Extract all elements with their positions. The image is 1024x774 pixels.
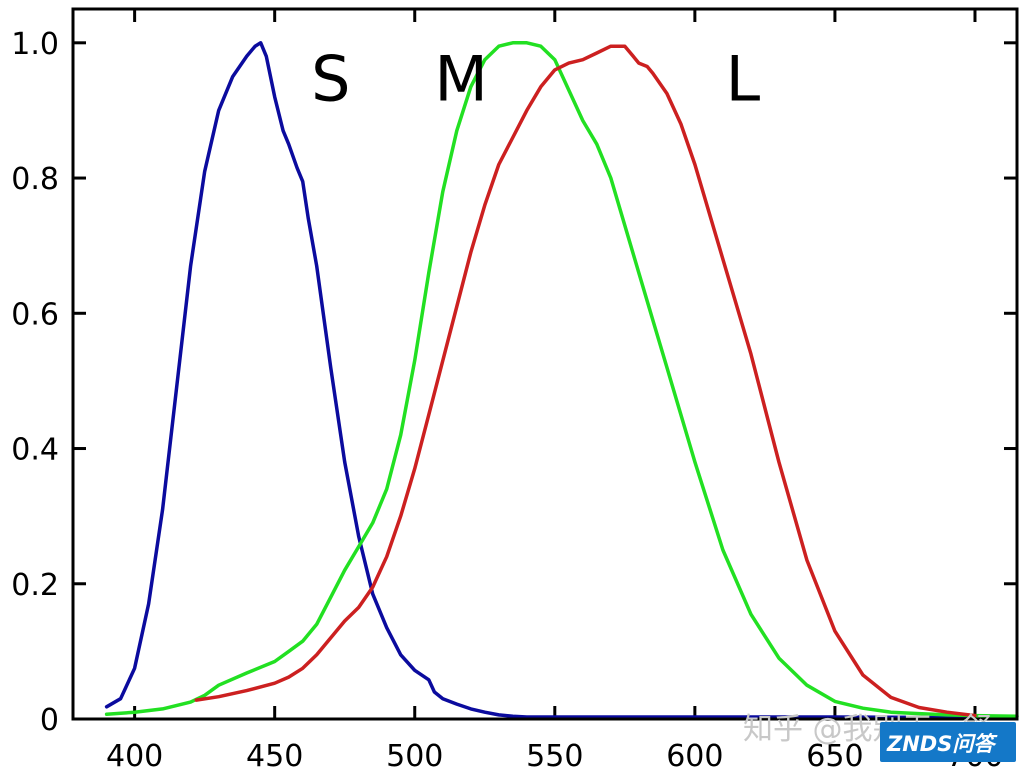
y-tick-label-0.2: 0.2 xyxy=(11,568,59,603)
axis-ticks xyxy=(73,9,1017,721)
series-line-m xyxy=(104,41,1019,719)
watermark-badge-text: ZNDS问答 xyxy=(886,732,998,756)
series-lines xyxy=(104,41,1019,720)
y-tick-label-0.8: 0.8 xyxy=(11,162,59,197)
watermark-badge xyxy=(880,722,1016,762)
series-line-l xyxy=(194,44,977,718)
y-tick-label-1: 1.0 xyxy=(11,27,59,62)
y-tick-label-0.6: 0.6 xyxy=(11,297,59,332)
x-tick-label-400: 400 xyxy=(106,739,163,774)
curve-label-l: L xyxy=(726,42,761,115)
plot-frame xyxy=(71,7,1019,721)
curve-label-s: S xyxy=(311,42,350,115)
x-tick-label-600: 600 xyxy=(666,739,723,774)
x-tick-label-500: 500 xyxy=(386,739,443,774)
x-tick-label-550: 550 xyxy=(526,739,583,774)
y-tick-label-0.4: 0.4 xyxy=(11,433,59,468)
curve-label-m: M xyxy=(434,42,488,115)
y-tick-label-0: 0 xyxy=(40,703,59,738)
x-tick-label-450: 450 xyxy=(246,739,303,774)
series-line-s xyxy=(104,41,977,720)
watermark: 知乎 @我别无…舒 ZNDS问答 xyxy=(743,712,1016,762)
x-tick-label-650: 650 xyxy=(806,739,863,774)
tick-labels: 40045050055060065070000.20.40.60.81.0 xyxy=(11,27,1003,774)
